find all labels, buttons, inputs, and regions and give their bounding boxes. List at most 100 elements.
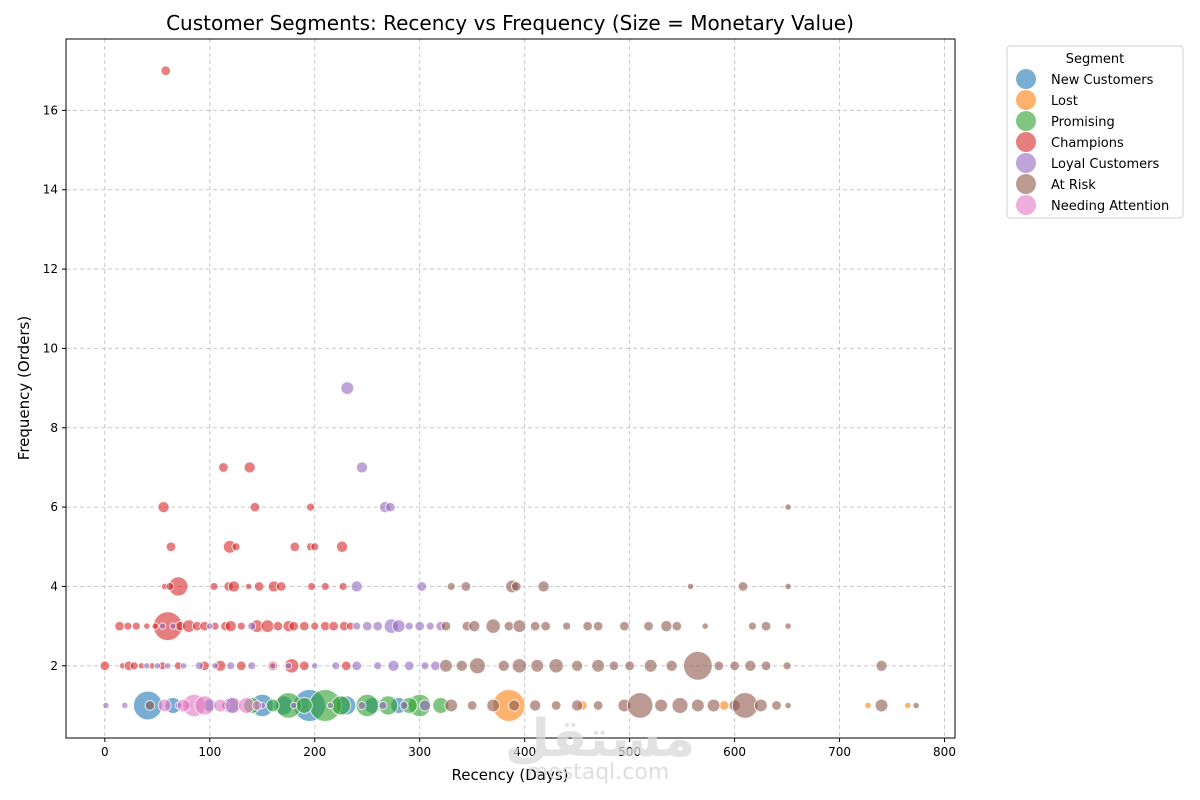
data-point (361, 620, 373, 632)
y-tick-label: 16 (43, 103, 58, 117)
data-point (129, 661, 139, 671)
data-point (737, 581, 749, 592)
data-point (179, 662, 188, 670)
data-point (784, 582, 792, 591)
data-point (372, 620, 384, 632)
data-point (912, 701, 920, 710)
legend-marker (1016, 195, 1036, 215)
data-point (592, 700, 604, 711)
data-point (351, 660, 363, 672)
data-point (529, 620, 541, 632)
data-point (99, 660, 111, 672)
data-point (446, 581, 456, 591)
data-point (753, 698, 768, 713)
data-point (466, 700, 478, 711)
data-point (289, 541, 301, 553)
data-point (143, 622, 151, 630)
data-point (144, 700, 156, 711)
data-point (643, 658, 658, 673)
x-tick-label: 800 (933, 745, 956, 759)
data-point (503, 620, 515, 632)
legend-item: Needing Attention (1016, 195, 1169, 215)
data-point (247, 661, 257, 671)
data-point (251, 700, 263, 711)
data-point (121, 701, 129, 710)
data-point (571, 699, 584, 712)
legend-marker (1016, 132, 1036, 152)
data-point (373, 661, 383, 671)
data-point (468, 657, 486, 675)
data-point (430, 660, 441, 672)
data-point (391, 619, 406, 634)
data-point (744, 659, 757, 672)
data-point (123, 621, 133, 631)
data-point (729, 660, 740, 672)
data-point (420, 661, 430, 671)
data-point (660, 620, 673, 633)
data-point (771, 700, 782, 711)
data-point (582, 620, 593, 632)
data-point (378, 700, 388, 710)
data-point (338, 581, 348, 591)
data-point (784, 503, 792, 511)
data-point (682, 650, 713, 681)
grid-lines (66, 39, 955, 738)
legend-title: Segment (1066, 52, 1125, 67)
series-at-risk (144, 503, 920, 719)
data-point (160, 65, 172, 77)
data-point (310, 621, 320, 631)
data-point (236, 621, 246, 631)
data-point (331, 661, 341, 671)
legend-label: Needing Attention (1051, 199, 1169, 214)
data-point (875, 659, 888, 672)
data-point (357, 700, 367, 710)
data-point (686, 582, 695, 591)
data-point (298, 620, 310, 632)
data-point (671, 696, 689, 714)
x-tick-label: 500 (618, 745, 641, 759)
data-point (784, 622, 792, 630)
data-point (206, 622, 214, 630)
y-tick-label: 4 (50, 579, 58, 593)
data-point (284, 662, 293, 670)
data-point (747, 621, 757, 631)
legend-item: Loyal Customers (1016, 153, 1160, 173)
legend-item: At Risk (1016, 174, 1096, 194)
data-point (288, 620, 300, 632)
series-promising (243, 688, 450, 722)
legend-label: At Risk (1051, 178, 1096, 193)
data-point (165, 581, 175, 591)
data-point (782, 661, 792, 671)
data-point (904, 701, 912, 710)
legend-label: Promising (1051, 115, 1115, 130)
data-point (550, 700, 562, 711)
data-point (307, 581, 317, 591)
series-champions (99, 65, 355, 674)
legend-label: Lost (1051, 94, 1078, 109)
data-point (224, 620, 237, 633)
data-point (165, 541, 177, 553)
data-point (311, 662, 319, 670)
y-tick-label: 8 (50, 421, 58, 435)
data-point (608, 660, 620, 672)
y-tick-label: 12 (43, 262, 58, 276)
data-point (326, 701, 335, 710)
data-point (157, 501, 170, 514)
data-point (626, 692, 654, 719)
data-point (486, 698, 501, 713)
x-tick-label: 100 (198, 745, 221, 759)
data-point (340, 381, 355, 396)
data-point (784, 701, 792, 710)
y-tick-label: 10 (43, 341, 58, 355)
y-tick-label: 14 (43, 183, 58, 197)
legend-item: Promising (1016, 111, 1115, 131)
data-point (460, 581, 472, 592)
data-point (231, 542, 241, 552)
data-point (387, 659, 400, 672)
data-point (235, 660, 247, 672)
watermark-arabic: مستقل (505, 709, 695, 769)
legend-item: Lost (1016, 90, 1078, 110)
data-point (131, 621, 141, 631)
data-point (310, 542, 320, 552)
y-axis-label: Frequency (Orders) (15, 316, 33, 460)
